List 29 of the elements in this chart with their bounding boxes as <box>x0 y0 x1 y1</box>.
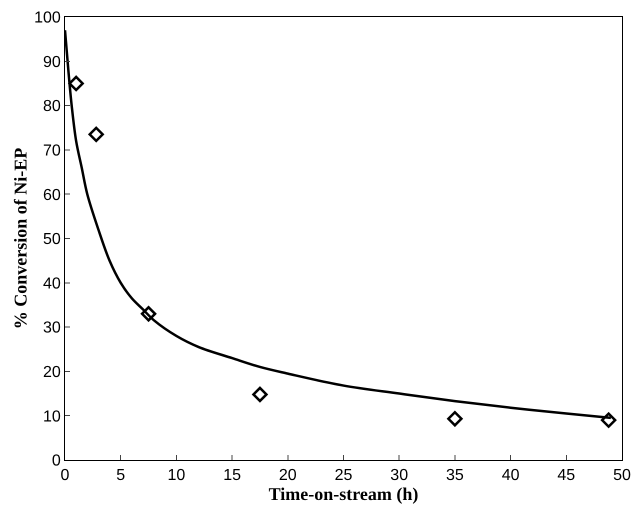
x-tick-label: 20 <box>278 467 297 484</box>
x-axis-title: Time-on-stream (h) <box>268 484 418 504</box>
x-tick-label: 5 <box>116 467 126 484</box>
y-tick-label: 30 <box>43 320 61 337</box>
y-tick-label: 50 <box>43 231 61 248</box>
point <box>252 386 268 402</box>
y-tick-label: 60 <box>43 186 61 204</box>
y-tick-label: 90 <box>43 54 61 71</box>
y-tick-label: 100 <box>34 10 61 27</box>
y-tick-label: 20 <box>43 364 61 381</box>
point <box>68 76 84 92</box>
y-tick-label: 70 <box>43 142 61 160</box>
x-tick-label: 40 <box>502 467 520 484</box>
point <box>140 306 156 322</box>
point <box>88 126 104 142</box>
y-axis-title: % Conversion of Ni-EP <box>10 148 30 330</box>
y-tick-label: 40 <box>43 275 61 292</box>
x-tick-label: 25 <box>334 467 352 484</box>
x-tick-label: 15 <box>223 467 242 484</box>
x-tick-label: 35 <box>446 467 464 484</box>
x-tick-label: 50 <box>613 467 631 484</box>
y-tick-label: 10 <box>43 408 61 426</box>
y-tick-label: 0 <box>52 452 61 470</box>
x-tick-label: 45 <box>557 467 576 484</box>
point <box>447 411 463 427</box>
point <box>600 412 616 428</box>
x-tick-label: 10 <box>168 467 186 484</box>
y-tick-label: 80 <box>43 98 61 116</box>
x-tick-label: 30 <box>390 467 408 484</box>
